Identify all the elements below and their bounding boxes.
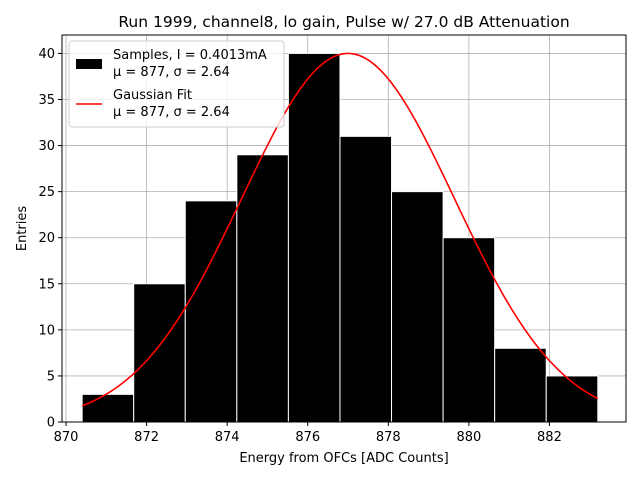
y-tick-label: 10 [38,323,55,338]
x-tick-label: 870 [54,430,79,445]
legend-fit-stats: μ = 877, σ = 2.64 [113,105,230,120]
y-tick-label: 25 [38,185,55,200]
histogram-bar [391,191,444,423]
histogram-bar [133,283,186,423]
histogram-bar [494,347,547,423]
plot-frame [61,34,627,423]
chart-title: Run 1999, channel8, lo gain, Pulse w/ 27… [118,13,569,31]
x-tick-label: 880 [456,430,481,445]
legend-fit-label: Gaussian Fit [113,88,192,103]
histogram-bar [287,52,341,423]
y-tick-label: 0 [47,416,55,431]
histogram-bar [442,237,496,423]
histogram-bar [236,154,289,423]
legend-frame [68,40,285,128]
histogram-bar [81,393,135,423]
y-tick-label: 35 [38,93,55,108]
y-tick-label: 40 [38,47,55,62]
y-axis-label: Entries [15,206,30,252]
gaussian-fit-curve [81,52,599,407]
legend-samples-stats: μ = 877, σ = 2.64 [113,65,230,80]
histogram-bar [184,200,238,423]
histogram-bar [339,135,393,423]
x-tick-label: 876 [295,430,320,445]
histogram-bar [545,375,599,423]
histogram-bars [81,52,599,423]
legend: Samples, I = 0.4013mA μ = 877, σ = 2.64 … [68,40,285,128]
legend-samples-label: Samples, I = 0.4013mA [113,48,267,63]
x-axis-ticks: 870 872 874 876 878 880 882 [54,422,562,445]
y-axis-ticks: 0 5 10 15 20 25 30 35 40 [38,47,62,431]
y-tick-label: 5 [47,369,55,384]
y-tick-label: 30 [38,139,55,154]
x-tick-label: 872 [134,430,159,445]
y-tick-label: 20 [38,231,55,246]
x-tick-label: 878 [376,430,401,445]
y-tick-label: 15 [38,277,55,292]
legend-samples-swatch [76,59,102,69]
gaussian-fit [81,52,599,407]
x-axis-label: Energy from OFCs [ADC Counts] [239,451,448,466]
x-tick-label: 882 [537,430,562,445]
x-tick-label: 874 [215,430,240,445]
